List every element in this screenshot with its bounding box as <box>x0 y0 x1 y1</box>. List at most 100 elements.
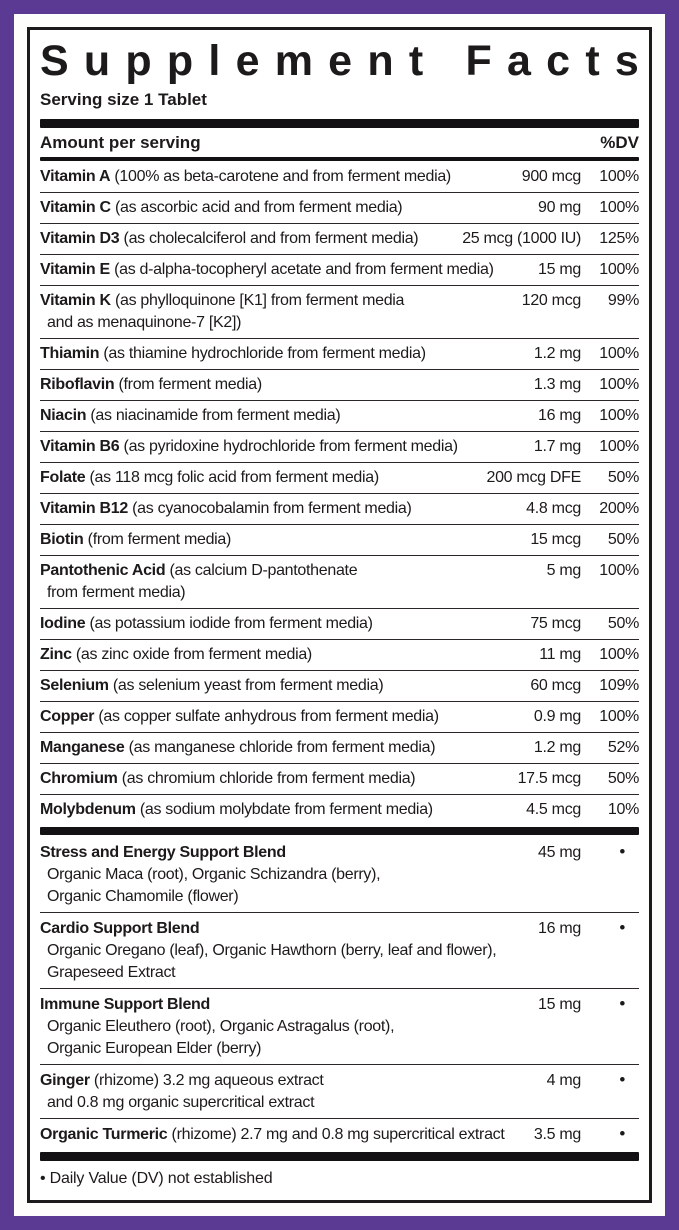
dv-value: 100% <box>599 260 639 278</box>
amount-value: 17.5 mcg <box>517 769 582 787</box>
amount-value: 5 mg <box>546 561 582 579</box>
nutrient-continuation-line: Organic Oregano (leaf), Organic Hawthorn… <box>47 942 497 960</box>
nutrient-name-and-source: Immune Support Blend <box>40 994 528 1016</box>
nutrient-name: Riboflavin <box>40 375 115 393</box>
amount-value: 4 mg <box>546 1072 582 1090</box>
nutrient-name-and-source: Folate (as 118 mcg folic acid from ferme… <box>40 468 379 486</box>
column-header-row: Amount per serving %DV <box>40 130 639 156</box>
nutrient-name-and-source: Organic Turmeric (rhizome) 2.7 mg and 0.… <box>40 1126 505 1144</box>
amount-value: 60 mcg <box>530 676 581 694</box>
blend-rows-section: Stress and Energy Support Blend 45 mg • Org… <box>40 837 639 1150</box>
dv-value: 100% <box>599 707 639 725</box>
nutrient-name: Vitamin B12 <box>40 499 128 517</box>
nutrient-name: Vitamin E <box>40 260 110 278</box>
nutrient-name: Pantothenic Acid <box>40 561 166 579</box>
dv-not-established-bullet: • <box>619 1124 625 1144</box>
nutrient-row: Copper (as copper sulfate anhydrous from… <box>40 702 639 733</box>
amount-value: 1.2 mg <box>533 738 581 756</box>
nutrient-continuation-line: and 0.8 mg organic supercritical extract <box>47 1094 315 1112</box>
dv-value: 125% <box>599 229 639 247</box>
nutrient-row: Vitamin B12 (as cyanocobalamin from ferm… <box>40 494 639 525</box>
amount-value: 1.2 mg <box>533 344 581 362</box>
nutrient-row: Vitamin B6 (as pyridoxine hydrochloride … <box>40 432 639 463</box>
nutrient-name: Immune Support Blend <box>40 996 211 1014</box>
nutrient-row: Riboflavin (from ferment media) 1.3 mg 100… <box>40 370 639 401</box>
nutrient-row: Molybdenum (as sodium molybdate from fer… <box>40 795 639 825</box>
amount-value: 4.8 mcg <box>526 499 581 517</box>
nutrient-name-and-source: Vitamin E (as d-alpha-tocopheryl acetate… <box>40 260 494 278</box>
dv-column-label: %DV <box>600 132 639 152</box>
nutrient-row: Cardio Support Blend 16 mg • Organic Oregan… <box>40 913 639 990</box>
dv-value: 50% <box>607 530 639 548</box>
amount-value: 900 mcg <box>521 167 582 185</box>
nutrient-name-and-source: Biotin (from ferment media) <box>40 530 232 548</box>
nutrient-name-and-source: Molybdenum (as sodium molybdate from fer… <box>40 800 433 818</box>
divider-bar-thick <box>40 826 639 836</box>
nutrient-row: Vitamin D3 (as cholecalciferol and from … <box>40 224 639 255</box>
dv-value: 100% <box>599 406 639 424</box>
dv-value: 100% <box>599 167 639 185</box>
nutrient-name: Chromium <box>40 769 118 787</box>
nutrient-row: Manganese (as manganese chloride from fe… <box>40 733 639 764</box>
divider-bar-thick <box>40 119 639 128</box>
amount-value: 16 mg <box>538 920 581 938</box>
nutrient-name-and-source: Thiamin (as thiamine hydrochloride from … <box>40 344 426 362</box>
dv-value: 100% <box>599 437 639 455</box>
nutrient-name: Iodine <box>40 614 86 632</box>
nutrient-name: Vitamin A <box>40 167 111 185</box>
daily-value-footnote: • Daily Value (DV) not established <box>40 1170 273 1187</box>
nutrient-row: Vitamin E (as d-alpha-tocopheryl acetate… <box>40 255 639 286</box>
nutrient-name-and-source: Niacin (as niacinamide from ferment medi… <box>40 406 341 424</box>
amount-value: 4.5 mcg <box>526 800 581 818</box>
amount-per-serving-label: Amount per serving <box>40 132 201 152</box>
dv-not-established-bullet: • <box>619 918 625 938</box>
amount-value: 11 mg <box>539 645 581 663</box>
nutrient-name: Niacin <box>40 406 87 424</box>
nutrient-name: Ginger <box>40 1072 90 1090</box>
nutrient-row: Ginger (rhizome) 3.2 mg aqueous extract 4… <box>40 1065 639 1120</box>
nutrient-name-and-source: Vitamin B12 (as cyanocobalamin from ferm… <box>40 499 412 517</box>
nutrient-name: Thiamin <box>40 344 100 362</box>
nutrient-rows-section: Vitamin A (100% as beta-carotene and fro… <box>40 162 639 825</box>
nutrient-row: Biotin (from ferment media) 15 mcg 50% <box>40 525 639 556</box>
nutrient-name-and-source: Copper (as copper sulfate anhydrous from… <box>40 707 439 725</box>
dv-not-established-bullet: • <box>619 1070 625 1090</box>
dv-value: 99% <box>607 291 639 309</box>
dv-not-established-bullet: • <box>619 842 625 862</box>
nutrient-name: Folate <box>40 468 86 486</box>
amount-value: 45 mg <box>538 844 581 862</box>
nutrient-name: Organic Turmeric <box>40 1126 168 1144</box>
nutrient-row: Organic Turmeric (rhizome) 2.7 mg and 0.… <box>40 1119 639 1150</box>
nutrient-name-and-source: Iodine (as potassium iodide from ferment… <box>40 614 373 632</box>
amount-value: 15 mg <box>538 260 581 278</box>
nutrient-name-and-source: Vitamin A (100% as beta-carotene and fro… <box>40 167 451 185</box>
dv-value: 52% <box>607 738 639 756</box>
dv-value: 50% <box>607 614 639 632</box>
nutrient-name: Cardio Support Blend <box>40 920 200 938</box>
nutrient-row: Niacin (as niacinamide from ferment medi… <box>40 401 639 432</box>
amount-value: 25 mcg (1000 IU) <box>462 229 581 247</box>
amount-value: 0.9 mg <box>533 707 581 725</box>
amount-value: 75 mcg <box>530 614 581 632</box>
nutrient-row: Vitamin K (as phylloquinone [K1] from fe… <box>40 286 639 339</box>
nutrient-continuation-line: and as menaquinone-7 [K2]) <box>47 313 242 331</box>
nutrient-row: Stress and Energy Support Blend 45 mg • Org… <box>40 837 639 914</box>
nutrient-name-and-source: Pantothenic Acid (as calcium D-pantothen… <box>40 561 358 579</box>
amount-value: 200 mcg DFE <box>486 468 581 486</box>
nutrient-name-and-source: Vitamin C (as ascorbic acid and from fer… <box>40 198 403 216</box>
dv-value: 100% <box>599 198 639 216</box>
nutrient-name-and-source: Manganese (as manganese chloride from fe… <box>40 738 436 756</box>
dv-value: 100% <box>599 375 639 393</box>
nutrient-name-and-source: Ginger (rhizome) 3.2 mg aqueous extract <box>40 1072 324 1090</box>
nutrient-row: Zinc (as zinc oxide from ferment media) 1… <box>40 640 639 671</box>
nutrient-name: Manganese <box>40 738 125 756</box>
dv-not-established-bullet: • <box>619 994 625 1014</box>
dv-value: 200% <box>599 499 639 517</box>
nutrient-name: Vitamin K <box>40 291 111 309</box>
dv-value: 109% <box>599 676 639 694</box>
nutrient-row: Folate (as 118 mcg folic acid from ferme… <box>40 463 639 494</box>
nutrient-row: Vitamin A (100% as beta-carotene and fro… <box>40 162 639 193</box>
nutrient-row: Selenium (as selenium yeast from ferment… <box>40 671 639 702</box>
